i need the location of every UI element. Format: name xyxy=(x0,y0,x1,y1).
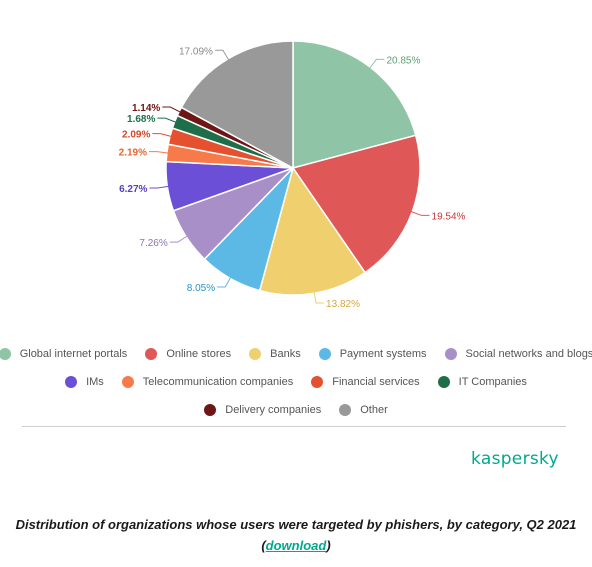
legend-item[interactable]: Online stores xyxy=(145,348,231,360)
pie-chart: 20.85% 19.54% 13.82% 8.05% 7.26% 6.27% 2.19% 2.… xyxy=(119,40,466,310)
caption-text: Distribution of organizations whose user… xyxy=(15,517,577,532)
legend-item[interactable]: Delivery companies xyxy=(204,404,321,416)
legend-swatch-icon xyxy=(339,404,352,416)
data-label: 20.85% xyxy=(386,55,420,66)
leader-line xyxy=(169,235,189,243)
data-label: 8.05% xyxy=(187,283,215,294)
legend-item[interactable]: Financial services xyxy=(311,376,420,388)
legend-row-3: Delivery companies Other xyxy=(0,404,592,416)
data-label: 19.54% xyxy=(432,211,466,222)
leader-line xyxy=(214,49,230,61)
legend-swatch-icon xyxy=(437,376,450,388)
legend-item[interactable]: Banks xyxy=(249,348,301,360)
legend-swatch-icon xyxy=(318,348,331,360)
legend-label: Banks xyxy=(270,348,301,360)
data-label: 2.19% xyxy=(119,148,147,159)
legend-swatch-icon xyxy=(444,348,457,360)
legend-label: Other xyxy=(360,404,388,416)
leader-line xyxy=(148,151,169,154)
data-label: 17.09% xyxy=(179,46,213,57)
legend-swatch-icon xyxy=(121,376,134,388)
legend-swatch-icon xyxy=(145,348,158,360)
download-link[interactable]: download xyxy=(265,538,327,553)
leader-line xyxy=(313,291,325,304)
legend-swatch-icon xyxy=(0,348,11,360)
legend-swatch-icon xyxy=(249,348,262,360)
legend-item[interactable]: IMs xyxy=(65,376,104,388)
leader-line xyxy=(217,276,232,288)
legend-row-1: Global internet portals Online stores Ba… xyxy=(0,348,592,360)
legend-label: Telecommunication companies xyxy=(142,376,294,388)
legend-label: Online stores xyxy=(166,348,232,360)
legend-label: IT Companies xyxy=(458,376,527,388)
data-label: 2.09% xyxy=(122,130,150,141)
leader-line xyxy=(157,117,177,123)
data-label: 1.14% xyxy=(132,103,160,114)
legend-label: Payment systems xyxy=(339,348,427,360)
legend-label: Delivery companies xyxy=(225,404,322,416)
legend-label: Financial services xyxy=(332,376,420,388)
leader-line xyxy=(368,58,385,70)
legend-swatch-icon xyxy=(204,404,217,416)
legend-label: Social networks and blogs xyxy=(465,348,592,360)
legend-item[interactable]: Social networks and blogs xyxy=(444,348,592,360)
legend-row-2: IMs Telecommunication companies Financia… xyxy=(0,376,592,388)
legend-label: IMs xyxy=(86,376,104,388)
leader-line xyxy=(162,106,182,113)
legend-item[interactable]: IT Companies xyxy=(437,376,527,388)
divider xyxy=(22,426,566,427)
chart-caption: Distribution of organizations whose user… xyxy=(15,517,577,553)
leader-line xyxy=(149,185,170,189)
data-label: 1.68% xyxy=(127,114,155,125)
leader-line xyxy=(410,210,430,216)
legend-swatch-icon xyxy=(65,376,78,388)
legend-swatch-icon xyxy=(311,376,324,388)
leader-line xyxy=(152,133,173,138)
data-label: 7.26% xyxy=(139,238,167,249)
data-label: 13.82% xyxy=(326,299,360,310)
brand-logo: kaspersky xyxy=(471,449,559,469)
legend-item[interactable]: Other xyxy=(339,404,388,416)
legend-item[interactable]: Global internet portals xyxy=(0,348,127,360)
legend-label: Global internet portals xyxy=(19,348,128,360)
data-label: 6.27% xyxy=(119,184,147,195)
legend-item[interactable]: Payment systems xyxy=(318,348,427,360)
legend-item[interactable]: Telecommunication companies xyxy=(121,376,294,388)
